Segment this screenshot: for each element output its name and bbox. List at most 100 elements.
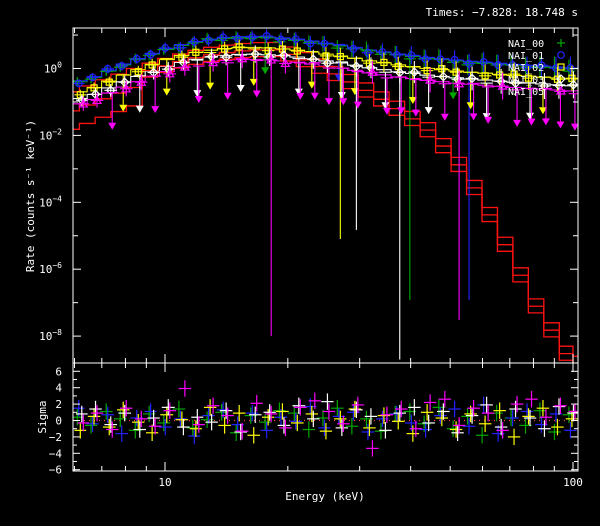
upper-limit-arrowhead	[408, 96, 417, 104]
panel-frames-and-ticks: 10 100 100 10−2 10−4 10−6 10−8 −6 −4 −2 0 2 4 6	[39, 27, 583, 489]
upper-limit-arrowhead	[353, 101, 362, 109]
upper-limit-arrowhead	[194, 96, 203, 104]
marker-square	[524, 74, 533, 82]
marker-square	[293, 47, 301, 55]
upper-limit-arrowhead	[484, 116, 493, 124]
marker-triangle	[78, 98, 89, 108]
marker-diamond	[539, 81, 550, 91]
marker-circle	[508, 60, 517, 69]
legend-marker-square	[557, 63, 565, 71]
marker-triangle	[237, 53, 248, 63]
marker-square	[235, 43, 243, 51]
marker-square	[221, 45, 229, 53]
sigma-tick-label: −6	[49, 464, 62, 477]
marker-square	[380, 58, 388, 67]
upper-limit-arrowhead	[469, 113, 478, 121]
upper-limit-arrowhead	[236, 85, 245, 93]
y-tick-label: 10−4	[39, 194, 62, 209]
marker-square	[557, 63, 565, 71]
marker-circle	[132, 54, 141, 63]
legend-marker-diamond	[556, 74, 566, 84]
data-points-NAI_03	[75, 45, 578, 360]
marker-circle	[88, 73, 97, 82]
marker-diamond	[279, 50, 289, 61]
upper-limit-arrowhead	[119, 104, 128, 112]
marker-square	[90, 84, 98, 92]
marker-circle	[262, 32, 271, 40]
sigma-panel-data	[73, 380, 578, 457]
upper-limit-arrowhead	[252, 90, 261, 98]
legend-markers	[555, 39, 567, 95]
upper-limit-arrowhead	[570, 123, 578, 131]
upper-limit-arrowhead	[541, 118, 550, 126]
marker-triangle	[497, 80, 508, 90]
marker-circle	[117, 62, 126, 70]
marker-circle	[479, 57, 488, 66]
marker-square	[322, 52, 330, 60]
marker-circle	[204, 36, 213, 45]
marker-triangle	[121, 83, 132, 93]
marker-square	[481, 72, 489, 80]
x-tick-label: 10	[158, 476, 171, 489]
rate-panel-data	[73, 29, 578, 363]
y-axis-title-rate: Rate (counts s⁻¹ keV⁻¹)	[24, 120, 37, 272]
legend-label-nai05: NAI_05	[508, 87, 544, 98]
marker-circle	[103, 64, 112, 73]
marker-triangle	[367, 67, 378, 76]
marker-circle	[407, 51, 416, 60]
legend-marker-triangle	[555, 85, 567, 95]
y-tick-label: 10−2	[39, 127, 62, 142]
marker-diamond	[568, 79, 578, 90]
marker-circle	[161, 44, 170, 52]
marker-circle	[421, 55, 430, 64]
upper-limit-arrowhead	[223, 92, 232, 100]
sigma-tick-label: 4	[55, 382, 62, 395]
upper-limit-arrowhead	[527, 118, 536, 126]
y-tick-label: 10−8	[39, 328, 62, 343]
upper-limit-arrowhead	[151, 106, 160, 114]
marker-circle	[190, 37, 199, 46]
data-points-NAI_02	[74, 39, 578, 239]
upper-limit-arrowhead	[135, 105, 144, 113]
marker-diamond	[105, 85, 116, 96]
x-axis-title: Energy (keV)	[285, 490, 364, 503]
upper-limit-arrowhead	[249, 78, 258, 86]
marker-triangle	[266, 54, 277, 64]
marker-circle	[349, 44, 358, 53]
y-tick-label: 10−6	[39, 261, 62, 276]
legend-label-nai01: NAI_01	[508, 51, 544, 62]
marker-circle	[537, 61, 546, 70]
upper-limit-arrowhead	[337, 91, 346, 99]
upper-limit-arrowhead	[440, 113, 449, 121]
sigma-tick-label: 0	[55, 415, 62, 428]
legend-label-nai03: NAI_03	[508, 75, 544, 86]
marker-diamond	[409, 67, 420, 77]
marker-circle	[566, 64, 575, 72]
marker-square	[134, 68, 142, 76]
sigma-panel-frame	[72, 362, 579, 472]
upper-limit-arrowhead	[324, 98, 333, 106]
marker-circle	[248, 33, 257, 42]
marker-circle	[320, 39, 329, 48]
marker-triangle	[208, 57, 219, 67]
upper-limit-arrowhead	[466, 102, 475, 110]
marker-circle	[436, 55, 445, 64]
marker-circle	[277, 35, 285, 44]
sigma-tick-label: 6	[55, 365, 62, 378]
marker-circle	[306, 39, 315, 48]
data-points-NAI_05	[77, 49, 578, 337]
marker-circle	[557, 51, 565, 59]
marker-triangle	[136, 77, 147, 86]
upper-limit-arrowhead	[382, 107, 391, 115]
marker-diamond	[250, 49, 261, 59]
marker-square	[438, 65, 446, 73]
sigma-points-NAI_01	[73, 396, 577, 445]
marker-square	[510, 70, 518, 78]
marker-circle	[465, 59, 473, 68]
legend-label-nai02: NAI_02	[508, 63, 544, 74]
sigma-points-NAI_02	[74, 399, 578, 446]
sigma-tick-label: 2	[55, 398, 62, 411]
legend-marker-circle	[557, 51, 565, 59]
upper-limit-arrowhead	[411, 109, 420, 117]
